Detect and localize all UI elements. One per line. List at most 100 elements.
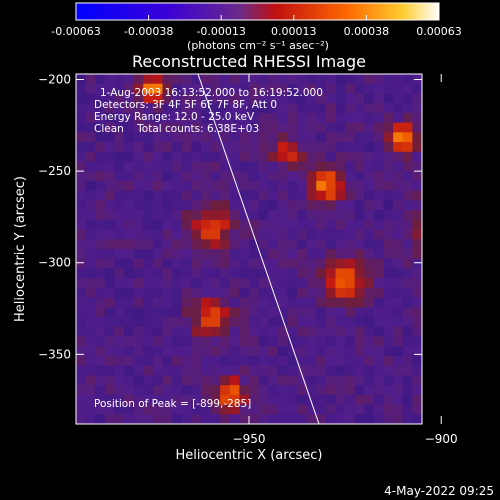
heatmap-cell: [306, 249, 317, 260]
heatmap-cell: [402, 287, 413, 299]
heatmap-cell: [220, 268, 231, 279]
heatmap-cell: [95, 180, 106, 192]
heatmap-cell: [220, 219, 231, 231]
heatmap-cell: [229, 103, 240, 114]
heatmap-cell: [345, 336, 356, 347]
heatmap-cell: [268, 258, 279, 270]
heatmap-cell: [172, 83, 183, 95]
heatmap-cell: [181, 355, 192, 367]
heatmap-cell: [316, 414, 327, 424]
heatmap-cell: [191, 297, 202, 308]
heatmap-cell: [124, 239, 135, 250]
heatmap-cell: [229, 83, 240, 95]
heatmap-cell: [249, 210, 260, 221]
footer-date: 4-May-2022 09:25: [384, 484, 494, 498]
heatmap-cell: [373, 307, 385, 318]
heatmap-cell: [297, 287, 308, 299]
heatmap-cell: [345, 229, 356, 240]
heatmap-cell: [287, 103, 298, 114]
heatmap-cell: [172, 171, 183, 182]
heatmap-cell: [239, 249, 250, 260]
heatmap-cell: [172, 375, 183, 386]
heatmap-cell: [143, 122, 154, 133]
heatmap-cell: [191, 171, 202, 182]
heatmap-cell: [249, 268, 260, 279]
heatmap-cell: [258, 375, 269, 386]
heatmap-cell: [95, 375, 106, 386]
heatmap-cell: [287, 219, 298, 231]
heatmap-cell: [412, 278, 422, 289]
heatmap-cell: [393, 317, 404, 328]
heatmap-cell: [402, 278, 413, 289]
heatmap-cell: [316, 394, 327, 406]
heatmap-cell: [364, 268, 375, 279]
heatmap-cell: [354, 375, 365, 386]
heatmap-cell: [393, 287, 404, 299]
heatmap-cell: [268, 336, 279, 347]
heatmap-cell: [191, 239, 202, 250]
heatmap-cell: [287, 161, 298, 172]
heatmap-cell: [104, 394, 116, 406]
heatmap-cell: [354, 258, 365, 270]
heatmap-cell: [200, 365, 212, 376]
heatmap-cell: [316, 355, 327, 367]
heatmap-cell: [181, 249, 192, 260]
heatmap-cell: [335, 414, 346, 424]
colorbar: [75, 2, 440, 21]
heatmap-cell: [325, 414, 337, 424]
heatmap-cell: [162, 239, 173, 250]
heatmap-cell: [373, 229, 385, 240]
heatmap-cell: [277, 93, 289, 104]
heatmap-cell: [412, 414, 422, 424]
heatmap-cell: [114, 287, 125, 299]
heatmap-cell: [297, 297, 308, 308]
heatmap-cell: [402, 258, 413, 270]
heatmap-cell: [306, 317, 317, 328]
heatmap-cell: [239, 83, 250, 95]
heatmap-cell: [220, 258, 231, 270]
heatmap-cell: [402, 180, 413, 192]
heatmap-cell: [76, 83, 87, 95]
heatmap-cell: [76, 151, 87, 163]
heatmap-cell: [104, 103, 116, 114]
heatmap-cell: [95, 336, 106, 347]
heatmap-cell: [220, 229, 231, 240]
heatmap-cell: [210, 278, 221, 289]
heatmap-cell: [249, 249, 260, 260]
heatmap-cell: [229, 355, 240, 367]
heatmap-cell: [249, 151, 260, 163]
heatmap-cell: [258, 326, 269, 338]
heatmap-cell: [152, 394, 164, 406]
heatmap-cell: [402, 375, 413, 386]
heatmap-cell: [277, 171, 289, 182]
heatmap-cell: [133, 142, 144, 153]
heatmap-cell: [364, 171, 375, 182]
heatmap-cell: [76, 161, 87, 172]
heatmap-cell: [200, 190, 212, 201]
heatmap-cell: [191, 365, 202, 376]
heatmap-cell: [220, 200, 231, 211]
heatmap-cell: [239, 132, 250, 143]
heatmap-cell: [200, 132, 212, 143]
heatmap-cell: [124, 249, 135, 260]
heatmap-cell: [210, 103, 221, 114]
heatmap-cell: [104, 336, 116, 347]
heatmap-cell: [229, 414, 240, 424]
heatmap-cell: [335, 171, 346, 182]
heatmap-cell: [383, 161, 394, 172]
heatmap-cell: [258, 93, 269, 104]
heatmap-cell: [277, 229, 289, 240]
heatmap-cell: [306, 346, 317, 357]
heatmap-cell: [152, 112, 164, 124]
heatmap-cell: [104, 355, 116, 367]
heatmap-cell: [229, 74, 240, 85]
heatmap-cell: [133, 346, 144, 357]
heatmap-cell: [306, 171, 317, 182]
heatmap-cell: [229, 297, 240, 308]
heatmap-cell: [114, 171, 125, 182]
heatmap-cell: [287, 385, 298, 396]
heatmap-cell: [412, 93, 422, 104]
heatmap-cell: [133, 122, 144, 133]
heatmap-cell: [364, 122, 375, 133]
heatmap-cell: [220, 346, 231, 357]
